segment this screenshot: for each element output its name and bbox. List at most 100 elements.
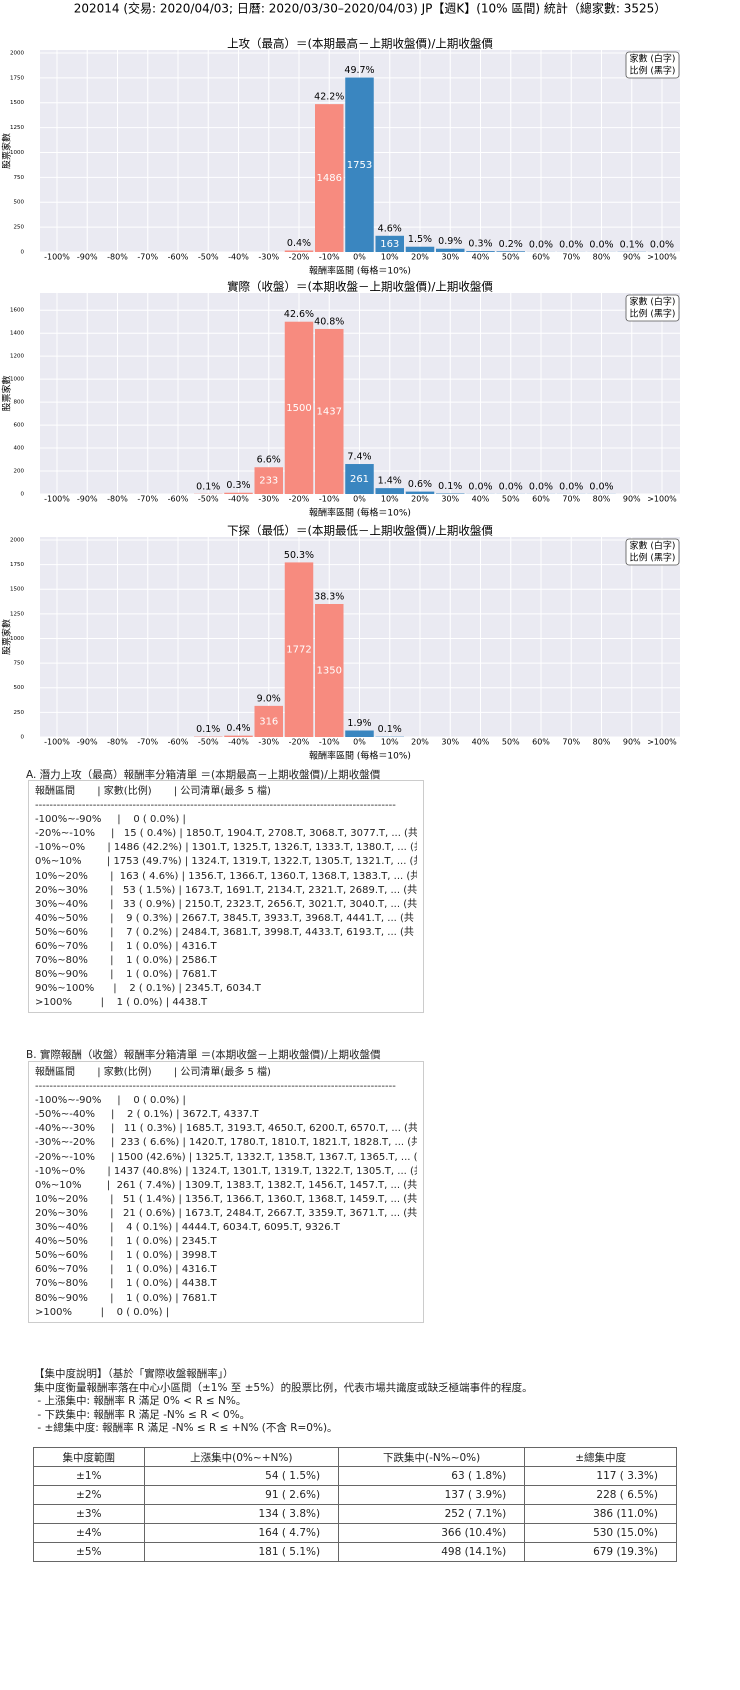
pct-label: 0.0% <box>559 481 583 492</box>
bar <box>224 735 253 737</box>
table-cell: ±5% <box>33 1542 145 1562</box>
page-title: 202014 (交易: 2020/04/03; 日曆: 2020/03/30–2… <box>74 1 667 16</box>
legend-box <box>625 294 680 322</box>
column-header: 下跌集中(-N%~0%) <box>338 1447 526 1467</box>
bar <box>345 464 374 494</box>
y-tick-label: 1500 <box>10 587 24 593</box>
table-cell: ±3% <box>33 1504 145 1524</box>
list-box: 報酬區間 | 家數(比例) | 公司清單(最多 5 檔) ------------… <box>28 1061 424 1323</box>
legend-text: 比例 (黑字) <box>630 65 676 77</box>
list-title: A. 潛力上攻（最高）報酬率分箱清單 ＝(本期最高－上期收盤價)/上期收盤價 <box>26 769 381 781</box>
pct-label: 0.1% <box>378 724 402 735</box>
list-title: B. 實際報酬（收盤）報酬率分箱清單 ＝(本期收盤－上期收盤價)/上期收盤價 <box>26 1049 381 1061</box>
explanation-text: 集中度衡量報酬率落在中心小區間（±1% 至 ±5%）的股票比例，代表市場共識度或… <box>34 1381 533 1394</box>
y-tick-label: 1200 <box>10 354 24 360</box>
bar <box>254 705 283 737</box>
explanation-bullet: - ±總集中度: 報酬率 R 滿足 -N% ≤ R ≤ +N% (不含 R=0%… <box>34 1422 338 1435</box>
legend-text: 家數 (白字) <box>630 296 676 308</box>
count-label: 1350 <box>317 665 342 676</box>
y-tick-label: 1250 <box>10 125 24 131</box>
y-tick-label: 500 <box>14 685 25 691</box>
x-tick-label: >100% <box>647 738 677 747</box>
list-row: -40%~-30% | 11 ( 0.3%) | 1685.T, 3193.T,… <box>35 1123 417 1135</box>
x-tick-label: -10% <box>319 495 340 504</box>
list-row: -30%~-20% | 233 ( 6.6%) | 1420.T, 1780.T… <box>35 1137 417 1149</box>
count-label: 316 <box>259 716 278 727</box>
x-tick-label: 30% <box>441 738 459 747</box>
x-tick-label: -80% <box>107 495 128 504</box>
x-tick-label: 50% <box>502 495 520 504</box>
list-row: 20%~30% | 53 ( 1.5%) | 1673.T, 1691.T, 2… <box>35 884 417 896</box>
bar <box>284 321 314 494</box>
list-row: 0%~10% | 1753 (49.7%) | 1324.T, 1319.T, … <box>35 856 417 868</box>
list-row: >100% | 0 ( 0.0%) | <box>35 1306 170 1318</box>
table-cell: 63 ( 1.8%) <box>338 1466 526 1486</box>
legend-text: 比例 (黑字) <box>630 308 676 320</box>
table-cell: 54 ( 1.5%) <box>143 1466 340 1486</box>
chart-title: 實際（收盤）＝(本期收盤－上期收盤價)/上期收盤價 <box>227 280 493 294</box>
list-row: >100% | 1 ( 0.0%) | 4438.T <box>35 997 208 1009</box>
x-tick-label: 70% <box>562 253 580 262</box>
y-tick-label: 1750 <box>10 75 24 81</box>
bar <box>315 104 344 252</box>
x-tick-label: -60% <box>168 253 189 262</box>
x-tick-label: -60% <box>168 738 189 747</box>
x-tick-label: 40% <box>472 738 490 747</box>
x-tick-label: 10% <box>381 253 399 262</box>
list-row: 50%~60% | 1 ( 0.0%) | 3998.T <box>35 1250 217 1262</box>
x-axis-label: 報酬率區間 (每格＝10%) <box>309 265 411 277</box>
x-tick-label: 60% <box>532 253 550 262</box>
x-tick-label: 90% <box>623 253 641 262</box>
x-tick-label: -90% <box>77 738 98 747</box>
pct-label: 0.0% <box>589 239 613 250</box>
y-tick-label: 1750 <box>10 562 24 568</box>
x-tick-label: 60% <box>532 738 550 747</box>
list-row: 0%~10% | 261 ( 7.4%) | 1309.T, 1383.T, 1… <box>35 1179 417 1191</box>
table-cell: 386 (11.0%) <box>524 1504 677 1524</box>
pct-label: 0.3% <box>468 239 492 250</box>
x-tick-label: -30% <box>258 738 279 747</box>
x-tick-label: -100% <box>44 738 70 747</box>
legend-text: 家數 (白字) <box>630 53 676 65</box>
chart-title: 上攻（最高）＝(本期最高－上期收盤價)/上期收盤價 <box>227 37 493 51</box>
pct-label: 0.0% <box>529 481 553 492</box>
count-label: 233 <box>259 476 278 487</box>
table-cell: 530 (15.0%) <box>524 1523 677 1543</box>
list-row: -20%~-10% | 15 ( 0.4%) | 1850.T, 1904.T,… <box>35 828 417 840</box>
x-tick-label: -20% <box>289 253 310 262</box>
table-row: ±1% 54 ( 1.5%) 63 ( 1.8%) 117 ( 3.3%) <box>33 1466 677 1486</box>
pct-label: 1.9% <box>347 718 371 729</box>
pct-label: 42.6% <box>284 309 314 320</box>
table-cell: 498 (14.1%) <box>338 1542 526 1562</box>
pct-label: 0.0% <box>559 239 583 250</box>
count-label: 261 <box>350 474 369 485</box>
table-cell: 134 ( 3.8%) <box>143 1504 340 1524</box>
list-row: 40%~50% | 1 ( 0.0%) | 2345.T <box>35 1236 217 1248</box>
list-row: 50%~60% | 7 ( 0.2%) | 2484.T, 3681.T, 39… <box>35 926 417 938</box>
table-cell: 679 (19.3%) <box>524 1542 677 1562</box>
list-row: 20%~30% | 21 ( 0.6%) | 1673.T, 2484.T, 2… <box>35 1207 417 1219</box>
table-cell: 137 ( 3.9%) <box>338 1485 526 1505</box>
pct-label: 0.9% <box>438 236 462 247</box>
y-tick-label: 750 <box>14 175 25 181</box>
table-cell: 164 ( 4.7%) <box>143 1523 340 1543</box>
x-tick-label: 70% <box>562 738 580 747</box>
y-tick-label: 800 <box>14 400 25 406</box>
x-tick-label: 90% <box>623 738 641 747</box>
x-tick-label: -90% <box>77 495 98 504</box>
table-row: ±2% 91 ( 2.6%) 137 ( 3.9%) 228 ( 6.5%) <box>33 1485 677 1505</box>
bar <box>466 251 495 252</box>
x-tick-label: -70% <box>137 495 158 504</box>
bar <box>224 492 253 494</box>
x-tick-label: 80% <box>593 495 611 504</box>
bar <box>496 251 525 252</box>
list-row: 80%~90% | 1 ( 0.0%) | 7681.T <box>35 1292 217 1304</box>
table-row: ±3% 134 ( 3.8%) 252 ( 7.1%) 386 (11.0%) <box>33 1504 677 1524</box>
table-cell: 91 ( 2.6%) <box>143 1485 340 1505</box>
list-row: 60%~70% | 1 ( 0.0%) | 4316.T <box>35 1264 217 1276</box>
pct-label: 50.3% <box>284 550 314 561</box>
column-header: 集中度範圍 <box>33 1447 145 1467</box>
x-tick-label: -80% <box>107 253 128 262</box>
list-row: 70%~80% | 1 ( 0.0%) | 2586.T <box>35 955 217 967</box>
pct-label: 0.4% <box>226 723 250 734</box>
